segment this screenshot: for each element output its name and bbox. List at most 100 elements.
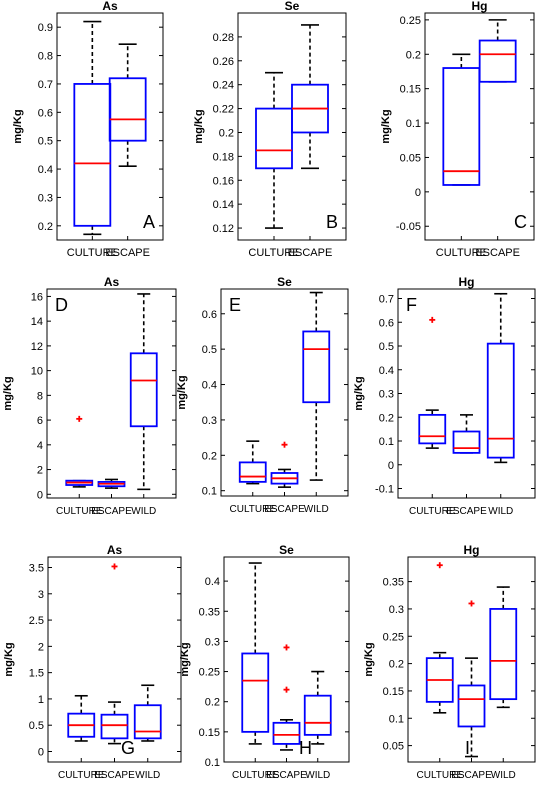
y-axis-label: mg/Kg [2, 376, 14, 410]
y-tick-label: 0.3 [202, 415, 217, 427]
y-axis-label: mg/Kg [176, 375, 188, 409]
y-tick-label: 0.2 [202, 450, 217, 462]
y-tick-label: 0.4 [379, 365, 394, 377]
box-culture [241, 562, 270, 745]
y-tick-label: 0.4 [205, 576, 220, 588]
y-tick-label: 0.6 [38, 107, 53, 119]
plot-frame [237, 12, 347, 241]
y-tick-label: 16 [31, 291, 43, 303]
y-tick-label: 0.26 [213, 56, 234, 68]
box-wild [489, 586, 518, 709]
panel-title: Hg [464, 543, 480, 557]
iqr-box [457, 684, 486, 728]
y-tick-label: 1 [38, 694, 44, 706]
y-tick-label: 10 [31, 366, 43, 378]
panel-letter: E [229, 295, 241, 315]
box-escape [291, 24, 329, 170]
y-tick-label: 0.15 [199, 727, 220, 739]
y-tick-label: 0.2 [38, 221, 53, 233]
y-tick-label: 0.5 [29, 720, 44, 732]
box-culture [442, 53, 481, 186]
panel-letter: H [299, 738, 312, 758]
y-tick-label: 2 [38, 641, 44, 653]
outlier-marker [283, 686, 290, 693]
y-tick-label: 1.5 [29, 668, 44, 680]
y-tick-label: 0.4 [38, 164, 53, 176]
outlier-marker [111, 563, 118, 570]
category-label: ESCAPE [266, 770, 307, 781]
panel-letter: A [143, 212, 155, 232]
category-label: ESCAPE [451, 770, 492, 781]
y-tick-label: -0.1 [375, 484, 394, 496]
y-tick-label: 14 [31, 316, 43, 328]
iqr-box [255, 107, 293, 170]
box-escape [100, 563, 129, 745]
box-wild [133, 684, 162, 742]
panel-title: As [107, 543, 123, 557]
y-tick-label: 0.14 [213, 199, 234, 211]
box-escape [478, 19, 517, 83]
iqr-box [303, 694, 332, 736]
iqr-box [241, 652, 270, 733]
y-tick-label: 0.8 [38, 51, 53, 63]
y-tick-label: 0.18 [213, 151, 234, 163]
iqr-box [133, 704, 162, 740]
y-axis-label: mg/Kg [179, 642, 191, 676]
category-label: WILD [305, 770, 330, 781]
y-tick-label: 0.28 [213, 32, 234, 44]
box-culture [238, 440, 267, 485]
y-tick-label: 0.25 [199, 667, 220, 679]
outlier-marker [429, 316, 436, 323]
y-axis-label: mg/Kg [12, 109, 24, 143]
panel-title: As [102, 0, 118, 13]
outlier-marker [283, 644, 290, 651]
y-tick-label: 0.3 [379, 389, 394, 401]
plot-frame [56, 12, 164, 241]
y-tick-label: 3 [38, 589, 44, 601]
y-tick-label: 0.12 [213, 223, 234, 235]
category-label: ESCAPE [288, 247, 333, 259]
panel-E: Se mg/Kg 0.1 0.2 0.3 0.4 0.5 0.6 CULTUREESCAPEWI… [176, 275, 349, 515]
panel-letter: F [406, 295, 417, 315]
category-label: WILD [135, 770, 160, 781]
box-escape [270, 441, 299, 488]
category-label: ESCAPE [91, 506, 132, 517]
iqr-box [108, 77, 147, 142]
panel-title: As [104, 275, 120, 289]
box-escape [97, 478, 126, 489]
box-culture [418, 316, 447, 449]
y-tick-label: 0 [388, 460, 394, 472]
box-culture [73, 20, 112, 236]
y-tick-label: 0.2 [379, 412, 394, 424]
y-tick-label: 0.22 [213, 104, 234, 116]
y-axis-label: mg/Kg [353, 376, 365, 410]
y-tick-label: 0.5 [38, 136, 53, 148]
y-tick-label: 0.05 [383, 741, 404, 753]
iqr-box [272, 721, 301, 745]
y-tick-label: 0.1 [205, 757, 220, 769]
category-label: CULTURE [58, 770, 105, 781]
y-tick-label: 0 [37, 489, 43, 501]
category-label: ESCAPE [446, 506, 487, 517]
y-tick-label: 4 [37, 440, 43, 452]
y-tick-label: 0.5 [202, 344, 217, 356]
box-escape [272, 644, 301, 751]
y-tick-label: 0.2 [219, 127, 234, 139]
y-tick-label: 0.3 [205, 636, 220, 648]
y-tick-label: 0.6 [202, 309, 217, 321]
y-tick-label: 0.6 [379, 317, 394, 329]
box-culture [425, 562, 454, 714]
y-axis-label: mg/Kg [3, 642, 15, 676]
y-tick-label: 0.25 [400, 15, 421, 27]
y-tick-label: 0.7 [38, 79, 53, 91]
category-label: ESCAPE [94, 770, 135, 781]
y-tick-label: 0.2 [406, 49, 421, 61]
y-axis-label: mg/Kg [363, 642, 375, 676]
y-axis-label: mg/Kg [193, 109, 205, 143]
outlier-marker [468, 600, 475, 607]
category-label: ESCAPE [475, 247, 520, 259]
y-tick-label: 2.5 [29, 615, 44, 627]
iqr-box [478, 39, 517, 83]
